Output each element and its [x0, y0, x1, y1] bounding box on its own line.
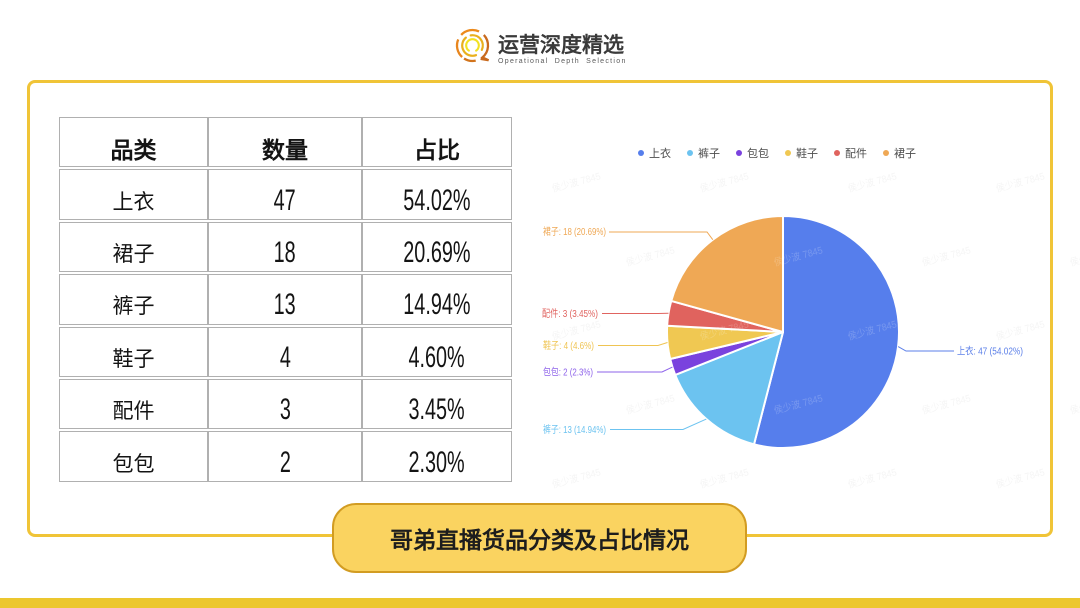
svg-text:侯少波 7845: 侯少波 7845 — [1068, 391, 1080, 417]
svg-text:鞋子: 4 (4.6%): 鞋子: 4 (4.6%) — [543, 339, 594, 352]
svg-text:裤子: 13 (14.94%): 裤子: 13 (14.94%) — [543, 423, 606, 436]
svg-text:侯少波 7845: 侯少波 7845 — [920, 391, 972, 417]
svg-text:侯少波 7845: 侯少波 7845 — [624, 391, 676, 417]
svg-text:侯少波 7845: 侯少波 7845 — [846, 169, 898, 195]
svg-text:侯少波 7845: 侯少波 7845 — [846, 465, 898, 491]
svg-text:侯少波 7845: 侯少波 7845 — [994, 465, 1046, 491]
svg-text:侯少波 7845: 侯少波 7845 — [550, 465, 602, 491]
svg-text:裙子: 18 (20.69%): 裙子: 18 (20.69%) — [543, 225, 606, 238]
svg-text:上衣: 47 (54.02%): 上衣: 47 (54.02%) — [957, 345, 1023, 358]
svg-text:侯少波 7845: 侯少波 7845 — [698, 465, 750, 491]
svg-text:侯少波 7845: 侯少波 7845 — [624, 243, 676, 269]
svg-text:侯少波 7845: 侯少波 7845 — [1068, 243, 1080, 269]
svg-text:侯少波 7845: 侯少波 7845 — [550, 317, 602, 343]
svg-text:侯少波 7845: 侯少波 7845 — [698, 169, 750, 195]
svg-text:侯少波 7845: 侯少波 7845 — [994, 169, 1046, 195]
svg-text:侯少波 7845: 侯少波 7845 — [994, 317, 1046, 343]
svg-text:侯少波 7845: 侯少波 7845 — [920, 243, 972, 269]
svg-text:包包: 2 (2.3%): 包包: 2 (2.3%) — [543, 366, 593, 379]
svg-text:配件: 3 (3.45%): 配件: 3 (3.45%) — [542, 308, 598, 320]
svg-text:侯少波 7845: 侯少波 7845 — [550, 169, 602, 195]
